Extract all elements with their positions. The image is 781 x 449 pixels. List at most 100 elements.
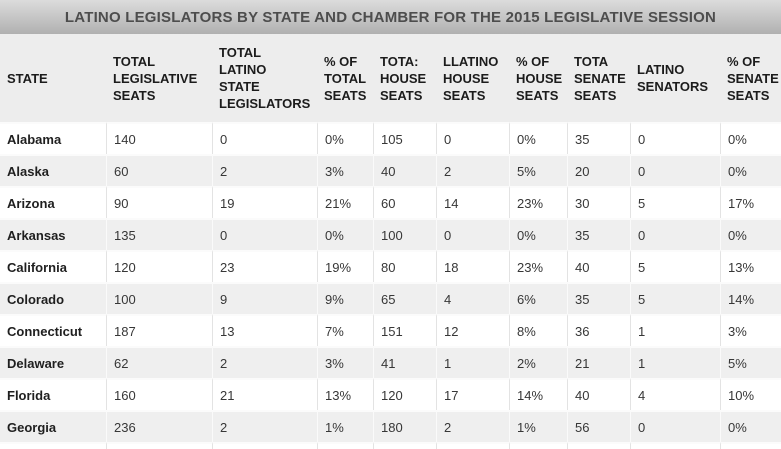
- value-cell: 5: [630, 250, 720, 282]
- value-cell: 0: [212, 122, 317, 154]
- table-row: Connecticut 187 13 7% 151 12 8% 36 1 3%: [0, 314, 781, 346]
- value-cell: 151: [373, 314, 436, 346]
- value-cell: 40: [373, 154, 436, 186]
- value-cell: 0%: [509, 122, 567, 154]
- state-cell: Alabama: [0, 122, 106, 154]
- empty-cell: [106, 442, 212, 449]
- state-cell: Alaska: [0, 154, 106, 186]
- value-cell: 6%: [509, 282, 567, 314]
- table-row: Alaska 60 2 3% 40 2 5% 20 0 0%: [0, 154, 781, 186]
- empty-cell: [436, 442, 509, 449]
- state-cell: Georgia: [0, 410, 106, 442]
- value-cell: 4: [436, 282, 509, 314]
- table-row: Arkansas 135 0 0% 100 0 0% 35 0 0%: [0, 218, 781, 250]
- value-cell: 13%: [317, 378, 373, 410]
- value-cell: 10%: [720, 378, 781, 410]
- value-cell: 90: [106, 186, 212, 218]
- value-cell: 12: [436, 314, 509, 346]
- value-cell: 40: [567, 250, 630, 282]
- column-header: % OF HOUSE SEATS: [509, 34, 567, 122]
- value-cell: 236: [106, 410, 212, 442]
- column-header: TOTA: HOUSE SEATS: [373, 34, 436, 122]
- value-cell: 36: [567, 314, 630, 346]
- value-cell: 4: [630, 378, 720, 410]
- value-cell: 35: [567, 282, 630, 314]
- value-cell: 1: [630, 314, 720, 346]
- column-header: STATE: [0, 34, 106, 122]
- value-cell: 40: [567, 378, 630, 410]
- value-cell: 2: [436, 154, 509, 186]
- column-header: TOTA SENATE SEATS: [567, 34, 630, 122]
- state-cell: Delaware: [0, 346, 106, 378]
- value-cell: 2: [212, 154, 317, 186]
- value-cell: 14: [436, 186, 509, 218]
- value-cell: 100: [106, 282, 212, 314]
- value-cell: 0: [630, 122, 720, 154]
- value-cell: 135: [106, 218, 212, 250]
- column-header: % OF TOTAL SEATS: [317, 34, 373, 122]
- value-cell: 3%: [317, 154, 373, 186]
- value-cell: 0%: [720, 218, 781, 250]
- value-cell: 0: [436, 122, 509, 154]
- value-cell: 17%: [720, 186, 781, 218]
- value-cell: 0: [630, 218, 720, 250]
- value-cell: 1: [630, 346, 720, 378]
- value-cell: 100: [373, 218, 436, 250]
- value-cell: 14%: [720, 282, 781, 314]
- value-cell: 0%: [509, 218, 567, 250]
- column-header: LLATINO HOUSE SEATS: [436, 34, 509, 122]
- value-cell: 17: [436, 378, 509, 410]
- header-row: STATE TOTAL LEGISLATIVE SEATS TOTAL LATINO…: [0, 34, 781, 122]
- value-cell: 23%: [509, 186, 567, 218]
- state-cell: California: [0, 250, 106, 282]
- value-cell: 1%: [509, 410, 567, 442]
- table-row: Alabama 140 0 0% 105 0 0% 35 0 0%: [0, 122, 781, 154]
- value-cell: 0: [436, 218, 509, 250]
- table-row: Colorado 100 9 9% 65 4 6% 35 5 14%: [0, 282, 781, 314]
- value-cell: 2: [436, 410, 509, 442]
- empty-cell: [373, 442, 436, 449]
- empty-cell: [212, 442, 317, 449]
- value-cell: 5: [630, 282, 720, 314]
- value-cell: 9: [212, 282, 317, 314]
- value-cell: 140: [106, 122, 212, 154]
- column-header: TOTAL LEGISLATIVE SEATS: [106, 34, 212, 122]
- value-cell: 21: [567, 346, 630, 378]
- value-cell: 5: [630, 186, 720, 218]
- table-row: Arizona 90 19 21% 60 14 23% 30 5 17%: [0, 186, 781, 218]
- empty-cell: [720, 442, 781, 449]
- state-cell: Arkansas: [0, 218, 106, 250]
- table-row: Delaware 62 2 3% 41 1 2% 21 1 5%: [0, 346, 781, 378]
- empty-cell: [630, 442, 720, 449]
- value-cell: 0%: [317, 218, 373, 250]
- value-cell: 7%: [317, 314, 373, 346]
- column-header: % OF SENATE SEATS: [720, 34, 781, 122]
- partial-table-row: [0, 442, 781, 449]
- value-cell: 1: [436, 346, 509, 378]
- value-cell: 2: [212, 410, 317, 442]
- value-cell: 0: [212, 218, 317, 250]
- value-cell: 60: [106, 154, 212, 186]
- value-cell: 5%: [720, 346, 781, 378]
- empty-cell: [317, 442, 373, 449]
- value-cell: 19: [212, 186, 317, 218]
- value-cell: 0: [630, 154, 720, 186]
- table-row: Georgia 236 2 1% 180 2 1% 56 0 0%: [0, 410, 781, 442]
- value-cell: 21%: [317, 186, 373, 218]
- value-cell: 0%: [720, 154, 781, 186]
- value-cell: 0%: [317, 122, 373, 154]
- table-title: LATINO LEGISLATORS BY STATE AND CHAMBER …: [64, 8, 717, 26]
- value-cell: 56: [567, 410, 630, 442]
- column-header: LATINO SENATORS: [630, 34, 720, 122]
- value-cell: 41: [373, 346, 436, 378]
- value-cell: 23: [212, 250, 317, 282]
- value-cell: 160: [106, 378, 212, 410]
- value-cell: 30: [567, 186, 630, 218]
- table-body: Alabama 140 0 0% 105 0 0% 35 0 0% Alaska 60 2 3% 40 2 5%…: [0, 122, 781, 449]
- state-cell: Arizona: [0, 186, 106, 218]
- value-cell: 5%: [509, 154, 567, 186]
- state-cell: Florida: [0, 378, 106, 410]
- value-cell: 9%: [317, 282, 373, 314]
- table-row: Florida 160 21 13% 120 17 14% 40 4 10%: [0, 378, 781, 410]
- value-cell: 2: [212, 346, 317, 378]
